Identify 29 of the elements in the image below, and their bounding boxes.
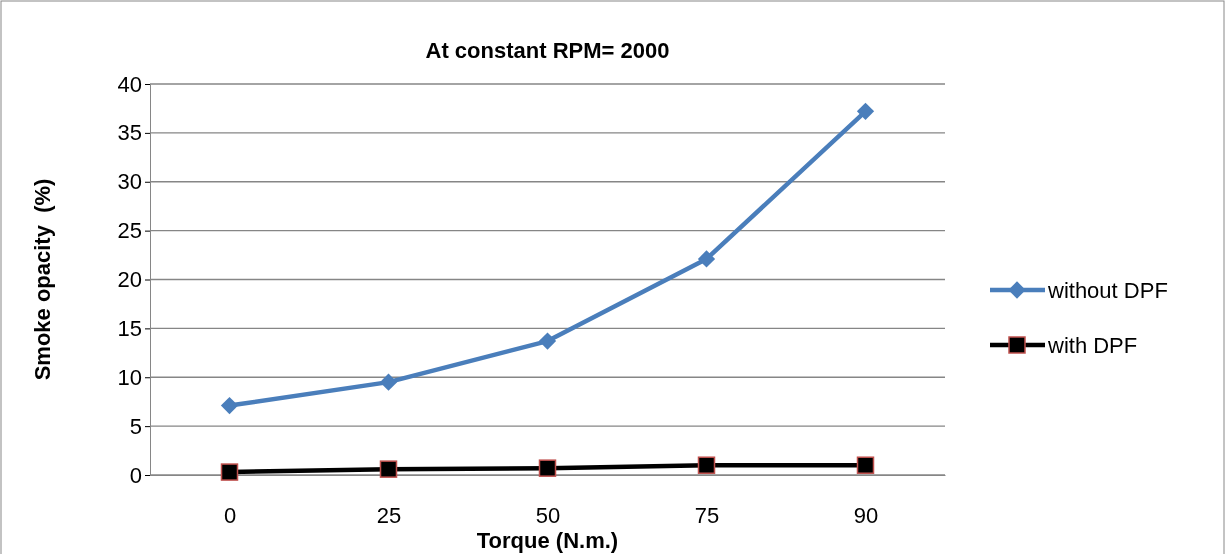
x-axis-title: Torque (N.m.) — [476, 528, 619, 553]
point — [220, 463, 239, 481]
y-tick-label: 40 — [117, 71, 142, 97]
legend-label: with DPF — [1047, 333, 1138, 358]
y-axis-title: Smoke opacity (%) — [30, 178, 55, 381]
point — [379, 460, 398, 478]
point — [538, 332, 557, 350]
point — [856, 456, 875, 474]
y-tick-label: 15 — [117, 315, 142, 341]
x-tick-label: 90 — [853, 502, 879, 528]
x-tick-label: 75 — [694, 502, 720, 528]
y-tick-label: 0 — [129, 462, 142, 488]
y-tick-label: 10 — [117, 364, 142, 390]
legend-label: without DPF — [1047, 278, 1168, 303]
y-tick-label: 25 — [117, 218, 142, 244]
x-tick-label: 50 — [535, 502, 561, 528]
point — [538, 459, 557, 477]
point — [220, 396, 239, 415]
point — [856, 102, 875, 120]
chart-title: At constant RPM= 2000 — [425, 38, 670, 63]
point — [697, 456, 716, 474]
y-tick-label: 20 — [117, 267, 142, 293]
y-tick-label: 35 — [117, 120, 142, 146]
y-tick-label: 5 — [129, 413, 142, 439]
x-tick-label: 25 — [376, 502, 402, 528]
point — [379, 373, 398, 391]
y-tick-label: 30 — [117, 169, 142, 195]
point — [697, 250, 716, 268]
x-tick-label: 0 — [223, 502, 237, 528]
